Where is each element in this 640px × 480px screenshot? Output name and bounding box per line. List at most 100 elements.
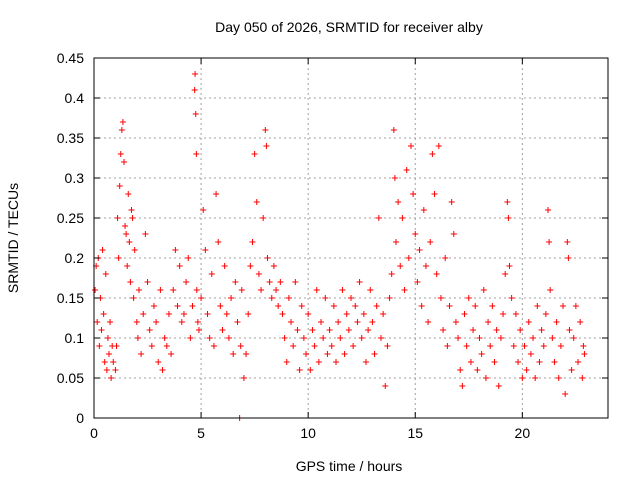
data-point	[500, 311, 507, 317]
data-point	[467, 359, 474, 365]
data-point	[326, 327, 333, 333]
data-point	[450, 231, 457, 237]
data-point	[390, 127, 397, 133]
data-point	[104, 335, 111, 341]
x-tick-label: 20	[515, 425, 531, 441]
data-point	[263, 143, 270, 149]
data-point	[202, 247, 209, 253]
data-point	[185, 255, 192, 261]
data-point	[150, 303, 157, 309]
data-point	[189, 303, 196, 309]
data-point	[444, 343, 451, 349]
data-point	[577, 319, 584, 325]
data-point	[367, 287, 374, 293]
data-point	[418, 303, 425, 309]
data-point	[163, 343, 170, 349]
data-point	[138, 351, 145, 357]
data-point	[273, 287, 280, 293]
data-point	[493, 327, 500, 333]
y-tick-label: 0.35	[57, 130, 84, 146]
data-point	[521, 343, 528, 349]
data-point	[307, 367, 314, 373]
data-point	[373, 303, 380, 309]
x-tick-label: 5	[197, 425, 205, 441]
data-point	[172, 247, 179, 253]
data-point	[296, 367, 303, 373]
data-point	[157, 287, 164, 293]
data-point	[243, 351, 250, 357]
data-point	[126, 239, 133, 245]
data-point	[213, 191, 220, 197]
data-point	[103, 367, 110, 373]
data-point	[395, 199, 402, 205]
data-point	[422, 263, 429, 269]
grid-lines	[94, 58, 608, 418]
data-point	[134, 335, 141, 341]
data-point	[148, 343, 155, 349]
data-point	[410, 191, 417, 197]
data-point	[532, 375, 539, 381]
data-point	[459, 383, 466, 389]
data-point	[192, 111, 199, 117]
y-tick-label: 0.4	[65, 90, 85, 106]
data-point	[551, 359, 558, 365]
data-point	[99, 247, 106, 253]
data-point	[350, 343, 357, 349]
data-point	[538, 327, 545, 333]
data-point	[525, 319, 532, 325]
data-point	[502, 271, 509, 277]
data-point	[113, 343, 120, 349]
data-point	[416, 247, 423, 253]
data-point	[96, 343, 103, 349]
data-point	[110, 359, 117, 365]
data-point	[305, 311, 312, 317]
data-point	[210, 343, 217, 349]
data-point	[105, 351, 112, 357]
data-point	[140, 311, 147, 317]
data-point	[223, 311, 230, 317]
chart-title: Day 050 of 2026, SRMTID for receiver alb…	[215, 19, 483, 35]
data-point	[240, 375, 247, 381]
data-point	[320, 335, 327, 341]
data-point	[405, 255, 412, 261]
data-point	[208, 271, 215, 277]
x-tick-label: 15	[407, 425, 423, 441]
data-point	[283, 359, 290, 365]
data-point	[369, 319, 376, 325]
data-point	[128, 207, 135, 213]
data-point	[311, 343, 318, 349]
data-point	[285, 295, 292, 301]
data-point	[380, 311, 387, 317]
data-point	[478, 351, 485, 357]
data-point	[433, 271, 440, 277]
data-point	[386, 295, 393, 301]
data-point	[168, 351, 175, 357]
data-point	[489, 303, 496, 309]
data-point	[119, 119, 126, 125]
data-point	[407, 143, 414, 149]
data-point	[345, 327, 352, 333]
data-point	[581, 351, 588, 357]
data-point	[195, 327, 202, 333]
data-point	[437, 295, 444, 301]
data-point	[266, 279, 273, 285]
data-point	[506, 263, 513, 269]
data-point	[217, 303, 224, 309]
data-point	[542, 311, 549, 317]
data-point	[219, 327, 226, 333]
data-point	[339, 287, 346, 293]
data-point	[568, 367, 575, 373]
data-point	[165, 311, 172, 317]
data-point	[117, 151, 124, 157]
data-point	[362, 359, 369, 365]
data-point	[309, 327, 316, 333]
data-point	[238, 287, 245, 293]
data-point	[534, 303, 541, 309]
data-point	[523, 367, 530, 373]
data-point	[194, 319, 201, 325]
data-point	[324, 351, 331, 357]
x-axis-label: GPS time / hours	[296, 458, 403, 474]
data-point	[429, 151, 436, 157]
data-point	[127, 279, 134, 285]
data-point	[125, 191, 132, 197]
